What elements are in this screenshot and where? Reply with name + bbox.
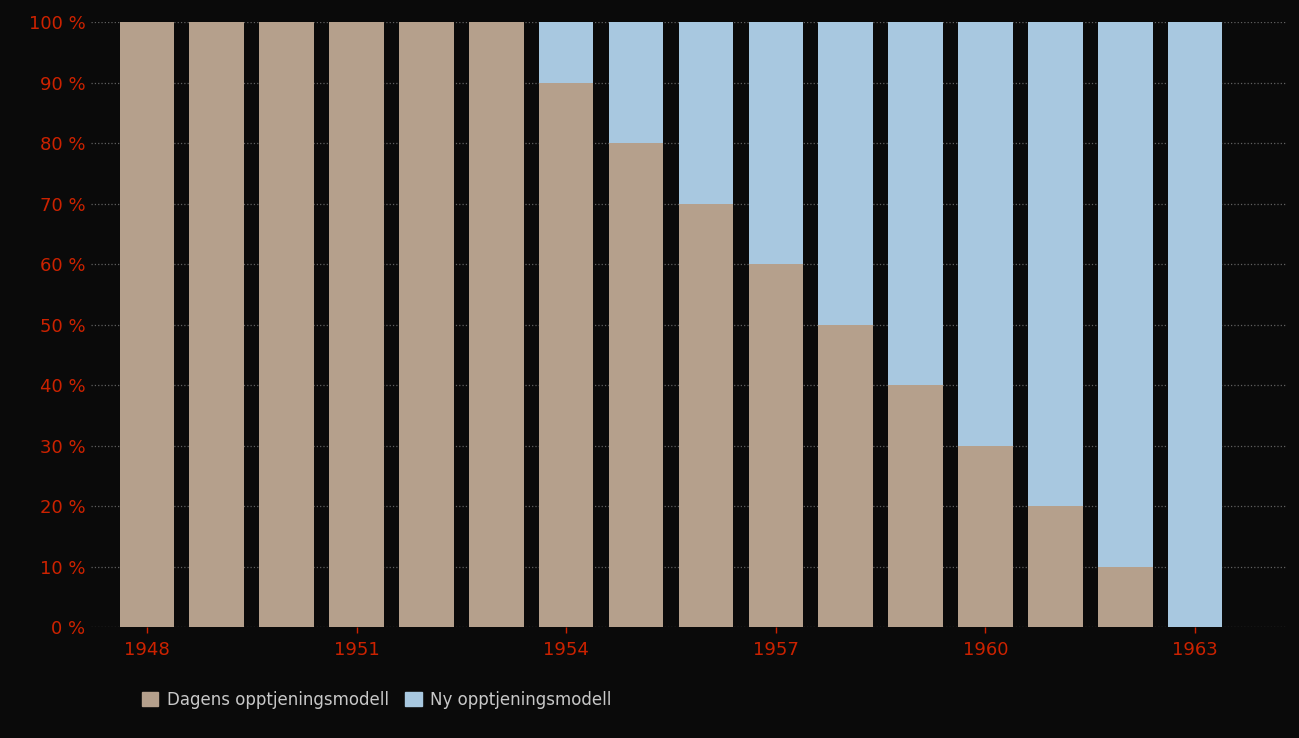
Bar (678, 204, 733, 627)
Bar (1028, 22, 1082, 506)
Bar (539, 83, 594, 627)
Bar (399, 22, 453, 627)
Bar (748, 264, 803, 627)
Legend: Dagens opptjeningsmodell, Ny opptjeningsmodell: Dagens opptjeningsmodell, Ny opptjenings… (135, 684, 618, 716)
Bar (539, 22, 594, 83)
Bar (609, 143, 664, 627)
Bar (748, 22, 803, 264)
Bar (1098, 567, 1152, 627)
Bar (678, 22, 733, 204)
Bar (889, 22, 943, 385)
Bar (959, 22, 1013, 446)
Bar (818, 325, 873, 627)
Bar (329, 22, 383, 627)
Bar (818, 22, 873, 325)
Bar (959, 446, 1013, 627)
Bar (120, 22, 174, 627)
Bar (889, 385, 943, 627)
Bar (1168, 22, 1222, 627)
Bar (190, 22, 244, 627)
Bar (1028, 506, 1082, 627)
Bar (469, 22, 523, 627)
Bar (1098, 22, 1152, 567)
Bar (609, 22, 664, 143)
Bar (260, 22, 314, 627)
